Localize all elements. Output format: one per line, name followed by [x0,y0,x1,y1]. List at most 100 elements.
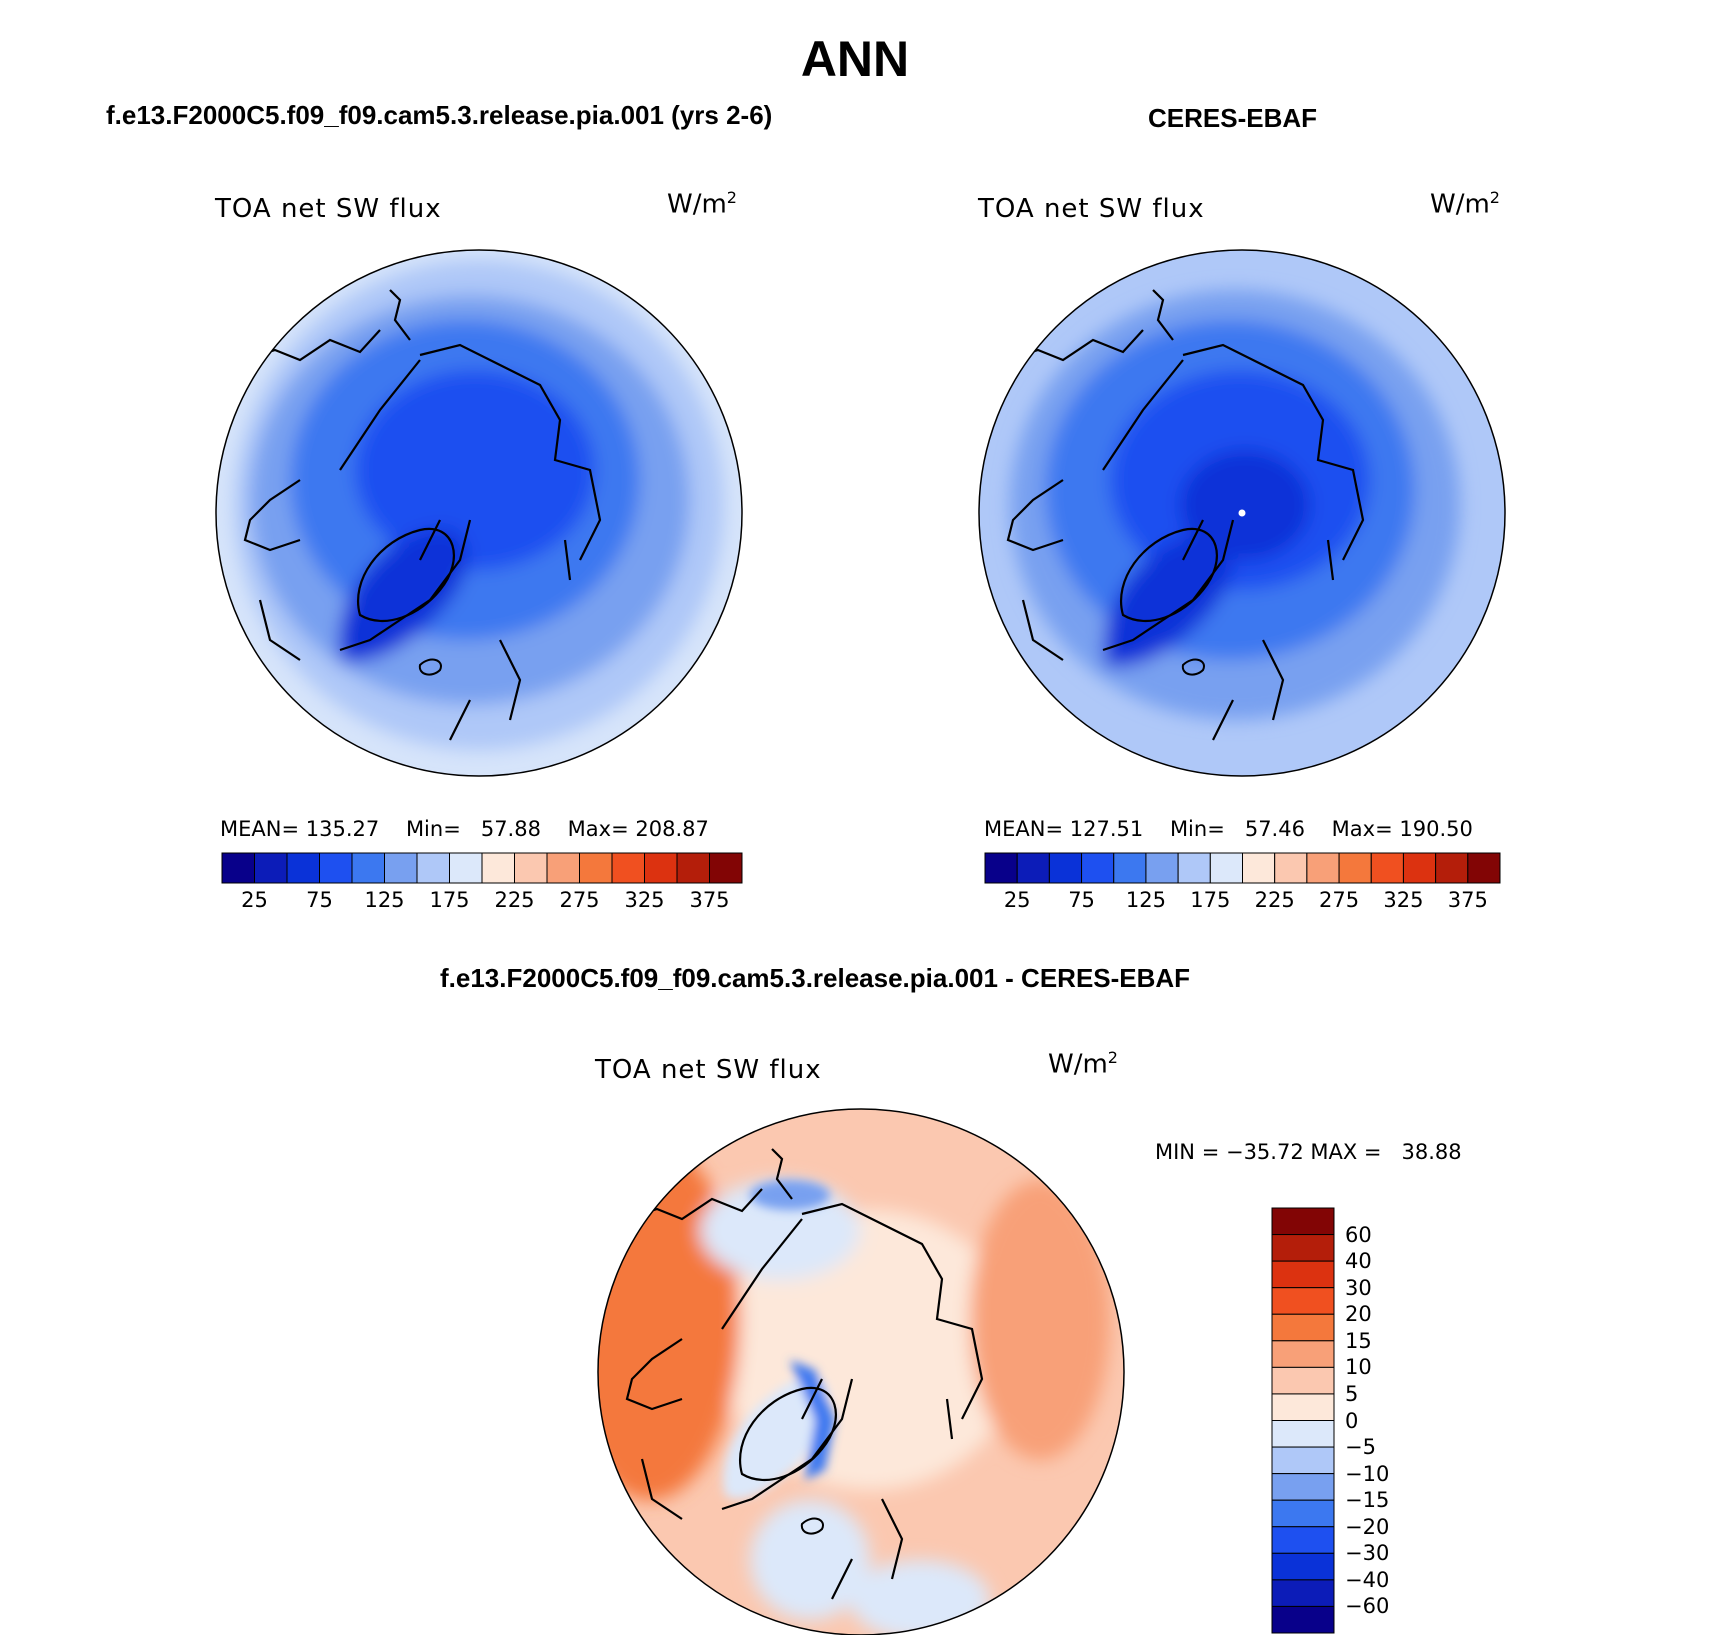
panel2-case-title: CERES-EBAF [1148,103,1318,133]
page-title: ANN [800,31,910,87]
map-panel2 [979,250,1505,776]
colorbar-panel2-swatch [1048,852,1083,884]
colorbar-diff-tick-label: 40 [1345,1249,1372,1274]
colorbar-panel2-swatch [984,852,1018,884]
colorbar-diff-swatch [1271,1313,1335,1342]
colorbar-diff-tick-label: 30 [1345,1275,1372,1300]
colorbar-panel2-tick-label: 25 [1003,888,1031,912]
panel1-max-value: 208.87 [635,817,709,841]
panel1-case-title: f.e13.F2000C5.f09_f09.cam5.3.release.pia… [106,100,773,130]
colorbar-panel1-tick-label: 175 [429,888,470,912]
panel1-variable-label: TOA net SW flux [215,194,442,224]
colorbar-diff-tick-label: −10 [1345,1461,1390,1486]
colorbar-panel2-swatch [1402,852,1437,884]
panel2-max-value: 190.50 [1399,817,1473,841]
diff-variable-label: TOA net SW flux [595,1055,822,1085]
colorbar-panel2-swatch [1113,852,1147,884]
colorbar-panel1-tick-label: 75 [306,888,333,912]
colorbar-panel2-swatch [1370,852,1404,884]
colorbar-diff [1271,1207,1335,1634]
colorbar-panel1-swatch [286,852,320,884]
colorbar-panel2-tick-label: 75 [1068,888,1095,912]
colorbar-diff-ticks: 60 40 30 20 15 10 5 0 −5 −10 −15 −20 −30 −40 −60 [1345,1208,1425,1633]
colorbar-diff-swatch [1271,1526,1335,1554]
diff-minmax: MIN = −35.72 MAX = 38.88 [1155,1140,1462,1164]
colorbar-panel2-swatch [1016,852,1050,884]
colorbar-diff-swatch [1271,1366,1335,1395]
colorbar-diff-tick-label: 10 [1345,1355,1372,1380]
colorbar-diff-tick-label: −20 [1345,1514,1390,1539]
colorbar-diff-swatch [1271,1446,1335,1475]
panel1-stats: MEAN= 135.27 Min= 57.88 Max= 208.87 [220,817,709,841]
colorbar-panel2-swatch [1081,852,1115,884]
diff-units: W/m2 [1048,1048,1118,1080]
colorbar-panel1-ticks: 25 75 125 175 225 275 325 375 [222,888,742,918]
colorbar-panel1-swatch [319,852,353,884]
colorbar-panel1-tick-label: 125 [364,888,405,912]
colorbar-diff-swatch [1271,1340,1335,1368]
colorbar-panel1-swatch [384,852,418,884]
colorbar-panel2-tick-label: 375 [1447,888,1488,912]
panel2-variable-label: TOA net SW flux [978,194,1205,224]
colorbar-panel2-tick-label: 175 [1190,888,1231,912]
panel1-mean-value: 135.27 [305,817,380,841]
colorbar-panel2-swatch [1209,852,1243,884]
colorbar-panel1-swatch [644,852,678,884]
colorbar-diff-swatch [1271,1499,1335,1528]
colorbar-panel2-swatch [1274,852,1308,884]
colorbar-diff-swatch [1271,1207,1335,1236]
panel2-stats: MEAN= 127.51 Min= 57.46 Max= 190.50 [984,817,1473,841]
panel2-min-value: 57.46 [1244,817,1305,841]
colorbar-diff-tick-label: 15 [1345,1328,1372,1353]
colorbar-diff-swatch [1271,1287,1335,1315]
map-diff-border [597,1108,1125,1635]
colorbar-panel2-swatch [1338,852,1372,884]
colorbar-diff-tick-label: 20 [1345,1302,1372,1327]
colorbar-panel1-swatch [481,852,515,884]
colorbar-panel2-tick-label: 325 [1383,888,1424,912]
map-panel2-border [978,249,1506,777]
map-panel1 [216,250,742,776]
colorbar-panel2-swatch [1177,852,1211,884]
colorbar-panel1-swatch [611,852,645,884]
colorbar-panel1-swatch [449,852,483,884]
colorbar-panel1-swatch [351,852,385,884]
colorbar-panel1-tick-label: 225 [494,888,535,912]
panel1-min-value: 57.88 [480,817,541,841]
colorbar-panel2-swatch [1242,852,1276,884]
map-panel1-border [215,249,743,777]
colorbar-diff-tick-label: 0 [1345,1408,1359,1433]
diff-case-title: f.e13.F2000C5.f09_f09.cam5.3.release.pia… [440,963,1191,993]
colorbar-panel1 [221,852,743,884]
colorbar-panel1-tick-label: 375 [689,888,730,912]
panel1-units: W/m2 [667,188,737,220]
colorbar-panel1-swatch [254,852,288,884]
colorbar-panel2-ticks: 25 75 125 175 225 275 325 375 [985,888,1500,918]
colorbar-panel2-tick-label: 275 [1319,888,1360,912]
colorbar-panel1-tick-label: 25 [241,888,268,912]
colorbar-panel1-swatch [546,852,580,884]
colorbar-panel1-tick-label: 275 [559,888,600,912]
colorbar-panel2-swatch [1306,852,1340,884]
colorbar-panel2-swatch [1145,852,1179,884]
colorbar-diff-swatch [1271,1234,1335,1262]
colorbar-panel2-tick-label: 225 [1254,888,1295,912]
panel2-units: W/m2 [1430,188,1500,220]
colorbar-panel1-tick-label: 325 [624,888,665,912]
colorbar-panel2-swatch [1467,852,1501,884]
colorbar-panel1-swatch [514,852,548,884]
colorbar-diff-swatch [1271,1552,1335,1581]
colorbar-diff-swatch [1271,1579,1335,1607]
colorbar-diff-tick-label: −60 [1345,1594,1390,1619]
colorbar-panel2 [984,852,1501,884]
colorbar-diff-tick-label: −40 [1345,1567,1390,1592]
colorbar-panel1-swatch [579,852,613,884]
colorbar-panel1-swatch [676,852,710,884]
colorbar-diff-tick-label: −5 [1345,1435,1376,1460]
colorbar-diff-tick-label: 60 [1345,1222,1372,1247]
colorbar-diff-swatch [1271,1473,1335,1501]
colorbar-diff-swatch [1271,1420,1335,1448]
colorbar-diff-swatch [1271,1393,1335,1421]
colorbar-panel1-swatch [416,852,450,884]
